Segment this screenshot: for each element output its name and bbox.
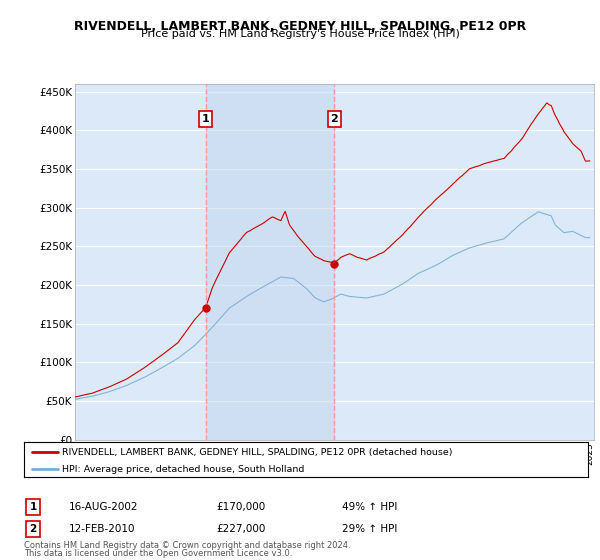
Text: 1: 1 [29,502,37,512]
Text: Price paid vs. HM Land Registry's House Price Index (HPI): Price paid vs. HM Land Registry's House … [140,29,460,39]
Text: Contains HM Land Registry data © Crown copyright and database right 2024.: Contains HM Land Registry data © Crown c… [24,541,350,550]
Text: RIVENDELL, LAMBERT BANK, GEDNEY HILL, SPALDING, PE12 0PR: RIVENDELL, LAMBERT BANK, GEDNEY HILL, SP… [74,20,526,32]
Text: 12-FEB-2010: 12-FEB-2010 [69,524,136,534]
Text: This data is licensed under the Open Government Licence v3.0.: This data is licensed under the Open Gov… [24,549,292,558]
Text: 2: 2 [29,524,37,534]
Text: 1: 1 [202,114,209,124]
Text: £170,000: £170,000 [216,502,265,512]
Text: 49% ↑ HPI: 49% ↑ HPI [342,502,397,512]
Text: 29% ↑ HPI: 29% ↑ HPI [342,524,397,534]
Text: 16-AUG-2002: 16-AUG-2002 [69,502,139,512]
Text: RIVENDELL, LAMBERT BANK, GEDNEY HILL, SPALDING, PE12 0PR (detached house): RIVENDELL, LAMBERT BANK, GEDNEY HILL, SP… [62,447,453,456]
Bar [206,84,334,440]
Text: 2: 2 [331,114,338,124]
Text: £227,000: £227,000 [216,524,265,534]
Text: HPI: Average price, detached house, South Holland: HPI: Average price, detached house, Sout… [62,465,305,474]
